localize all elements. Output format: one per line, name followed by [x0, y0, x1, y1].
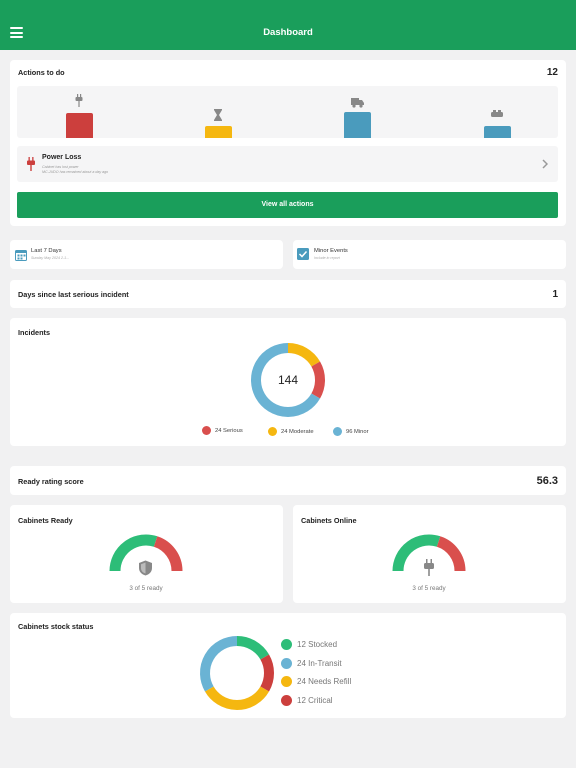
power-plug-icon	[75, 94, 83, 107]
action-bar-delivery-truck[interactable]	[343, 112, 371, 138]
page-title: Dashboard	[263, 27, 313, 38]
cabinets-ready-title: Cabinets Ready	[18, 516, 73, 525]
plug-icon	[424, 559, 434, 576]
ready-rating-card: Ready rating score 56.3	[10, 466, 566, 495]
delivery-truck-icon	[351, 98, 364, 108]
date-range-title: Last 7 Days	[31, 248, 62, 254]
legend-minor-dot	[333, 427, 342, 436]
legend-moderate-label: 24 Moderate	[281, 429, 314, 435]
minor-events-filter[interactable]: Minor Events Include in report	[293, 240, 566, 269]
actions-count: 12	[546, 67, 558, 78]
slice-96-minor[interactable]	[251, 343, 321, 417]
cabinet-stack-icon	[491, 110, 503, 117]
actions-bar-chart	[17, 86, 558, 138]
legend-serious-label: 24 Serious	[215, 428, 243, 434]
incidents-title: Incidents	[18, 328, 51, 337]
stock-donut-chart	[200, 636, 274, 710]
hamburger-menu-icon[interactable]	[10, 27, 23, 38]
gauge-not-ready-arc	[153, 536, 183, 572]
shield-icon	[139, 560, 152, 576]
legend-moderate-dot	[268, 427, 277, 436]
cabinets-online-gauge	[392, 534, 466, 572]
minor-events-subtitle: Include in report	[314, 256, 340, 260]
alert-title: Power Loss	[42, 154, 82, 161]
days-since-label: Days since last serious incident	[18, 290, 129, 299]
app-header: Dashboard	[0, 0, 576, 50]
calendar-icon	[15, 250, 27, 261]
slice-24-needs-refill[interactable]	[204, 686, 270, 710]
minor-events-title: Minor Events	[314, 248, 348, 254]
stock-status-title: Cabinets stock status	[18, 622, 94, 631]
slice-12-stocked[interactable]	[236, 636, 270, 660]
gauge-ready-arc	[109, 534, 158, 572]
cabinets-ready-card: Cabinets Ready 3 of 5 ready	[10, 505, 283, 603]
power-loss-alert[interactable]: Power Loss Cabinet has lost power MC-JUD…	[17, 146, 558, 182]
legend-stocked-label: 12 Stocked	[297, 640, 338, 649]
days-since-card: Days since last serious incident 1	[10, 280, 566, 308]
power-plug-icon	[27, 157, 35, 171]
date-range-subtitle: Sunday May 2024 2-1...	[31, 256, 70, 260]
cabinets-ready-gauge	[109, 534, 183, 572]
action-bar-hourglass[interactable]	[204, 126, 232, 138]
action-bar-cabinet-stack[interactable]	[483, 126, 511, 138]
alert-description: Cabinet has lost power	[42, 165, 79, 169]
legend-serious-dot	[202, 426, 211, 435]
checkbox-checked-icon[interactable]	[297, 248, 309, 260]
legend-critical-dot	[281, 695, 292, 706]
view-all-actions-button[interactable]: View all actions	[17, 192, 558, 218]
legend-in-transit-label: 24 In-Transit	[297, 659, 342, 668]
actions-title: Actions to do	[18, 68, 65, 77]
gauge-not-ready-arc	[436, 536, 466, 572]
stock-status-card: Cabinets stock status 12 Stocked 24 In-T…	[10, 613, 566, 718]
ready-rating-label: Ready rating score	[18, 477, 84, 486]
cabinets-online-caption: 3 of 5 ready	[412, 585, 446, 592]
cabinets-ready-caption: 3 of 5 ready	[129, 585, 163, 592]
legend-needs-refill-label: 24 Needs Refill	[297, 677, 352, 686]
slice-24-serious[interactable]	[311, 361, 325, 399]
ready-rating-value: 56.3	[536, 475, 558, 487]
slice-12-critical[interactable]	[260, 654, 274, 692]
cabinets-online-title: Cabinets Online	[301, 516, 357, 525]
legend-minor-label: 96 Minor	[346, 429, 369, 435]
legend-needs-refill-dot	[281, 676, 292, 687]
incidents-total: 144	[277, 373, 299, 387]
legend-critical-label: 12 Critical	[297, 696, 333, 705]
slice-24-in-transit[interactable]	[200, 636, 238, 692]
legend-in-transit-dot	[281, 658, 292, 669]
incidents-donut-chart	[251, 343, 325, 417]
alert-detail: MC-JUDO has remained about a day ago	[42, 170, 109, 174]
incidents-card: Incidents 144 24 Serious 24 Moderate 96 …	[10, 318, 566, 446]
days-since-value: 1	[552, 289, 558, 300]
cabinets-online-card: Cabinets Online 3 of 5 ready	[293, 505, 566, 603]
legend-stocked-dot	[281, 639, 292, 650]
chevron-right-icon[interactable]	[542, 159, 548, 169]
slice-24-moderate[interactable]	[287, 343, 321, 367]
gauge-ready-arc	[392, 534, 441, 572]
date-range-filter[interactable]: Last 7 Days Sunday May 2024 2-1...	[10, 240, 283, 269]
hourglass-icon	[214, 109, 222, 121]
action-bar-power-plug[interactable]	[65, 113, 93, 138]
